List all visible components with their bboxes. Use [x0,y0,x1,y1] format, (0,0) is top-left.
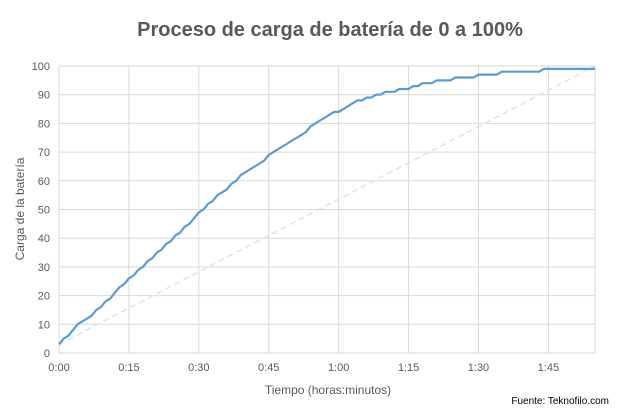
y-axis-label: Carga de la batería [13,157,27,260]
chart-title: Proceso de carga de batería de 0 a 100% [137,19,523,41]
charge-series-line [58,67,595,346]
x-tick-label: 1:00 [328,362,349,374]
reference-line [58,65,596,346]
y-tick-label: 0 [44,348,50,360]
y-tick-label: 10 [38,319,50,331]
x-tick-label: 1:30 [468,362,489,374]
y-tick-label: 20 [38,291,50,303]
grid-lines [58,65,596,354]
x-tick-labels: 0:00 0:15 0:30 0:45 1:00 1:15 1:30 1:45 [48,362,559,374]
y-tick-label: 100 [32,61,50,73]
y-tick-label: 80 [38,118,50,130]
x-tick-label: 1:15 [398,362,419,374]
source-note: Fuente: Teknofilo.com [511,396,609,407]
y-tick-labels: 0 10 20 30 40 50 60 70 80 90 100 [32,61,50,360]
y-tick-label: 60 [38,176,50,188]
x-tick-label: 0:15 [118,362,139,374]
y-tick-label: 30 [38,262,50,274]
x-tick-label: 0:30 [188,362,209,374]
x-tick-label: 0:00 [48,362,69,374]
x-tick-label: 1:45 [538,362,559,374]
x-tick-label: 0:45 [258,362,279,374]
y-tick-label: 40 [38,233,50,245]
series-group [58,65,596,346]
y-tick-label: 70 [38,147,50,159]
x-axis-label: Tiempo (horas:minutos) [265,383,391,397]
y-tick-label: 50 [38,205,50,217]
y-tick-label: 90 [38,90,50,102]
